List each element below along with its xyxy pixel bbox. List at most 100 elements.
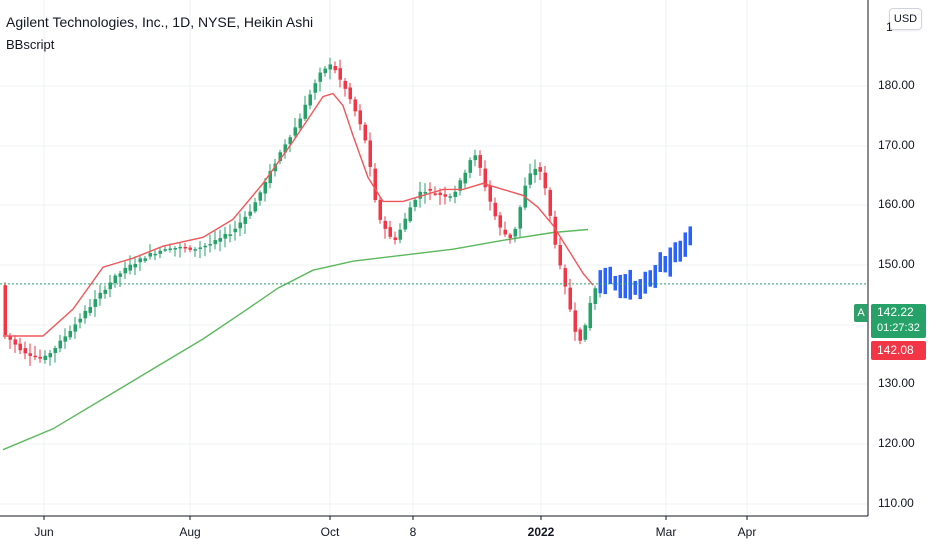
projection-bar bbox=[623, 274, 627, 299]
candle-body bbox=[288, 137, 292, 145]
candle-body bbox=[183, 246, 187, 249]
y-tick-top-partial: 1 bbox=[886, 20, 893, 34]
candle-body bbox=[38, 356, 42, 359]
candle-body bbox=[118, 273, 122, 277]
candle-body bbox=[213, 240, 217, 245]
candle-body bbox=[318, 72, 322, 82]
candle-body bbox=[563, 268, 567, 287]
candle-body bbox=[573, 310, 577, 332]
candle-body bbox=[518, 207, 522, 229]
candle-body bbox=[258, 192, 262, 201]
candle-body bbox=[63, 336, 67, 342]
candle-body bbox=[283, 144, 287, 153]
candle-body bbox=[58, 340, 62, 349]
candle-body bbox=[138, 258, 142, 263]
candle-body bbox=[238, 222, 242, 229]
candle-body bbox=[28, 353, 32, 356]
candle-body bbox=[248, 211, 252, 216]
candle-body bbox=[403, 218, 407, 230]
candle-body bbox=[568, 287, 572, 310]
x-tick-label: Oct bbox=[320, 525, 340, 539]
currency-button[interactable]: USD bbox=[889, 8, 922, 30]
candle-body bbox=[153, 253, 157, 256]
candle-body bbox=[33, 355, 37, 358]
projection-bar bbox=[618, 274, 622, 299]
candle-body bbox=[418, 191, 422, 199]
candle-body bbox=[393, 237, 397, 240]
ma-fast-line bbox=[3, 92, 594, 337]
candle-body bbox=[173, 248, 177, 250]
projection-bar bbox=[673, 242, 677, 263]
candle-body bbox=[188, 247, 192, 250]
candle-body bbox=[168, 248, 172, 250]
candle-body bbox=[533, 168, 537, 176]
candle-body bbox=[278, 152, 282, 162]
candle-body bbox=[43, 355, 47, 361]
candle-body bbox=[548, 189, 552, 216]
candle-body bbox=[313, 83, 317, 93]
projection-bar bbox=[633, 280, 637, 295]
candle-body bbox=[298, 118, 302, 128]
x-tick-label: Apr bbox=[737, 525, 757, 539]
candle-body bbox=[113, 275, 117, 283]
candle-body bbox=[478, 155, 482, 168]
candle-body bbox=[428, 188, 432, 191]
moving-average-fast bbox=[3, 92, 594, 337]
candle-body bbox=[158, 250, 162, 254]
candle-body bbox=[338, 68, 342, 80]
candle-body bbox=[378, 199, 382, 220]
candle-body bbox=[203, 245, 207, 248]
candle-body bbox=[13, 339, 17, 345]
last-price-label: 142.08 bbox=[871, 341, 926, 360]
current-price-label: 142.22 01:27:32 bbox=[871, 304, 926, 338]
y-tick-label: 110.00 bbox=[878, 496, 914, 510]
candle-body bbox=[208, 244, 212, 246]
candle-body bbox=[528, 173, 532, 185]
projection-bar bbox=[658, 252, 662, 273]
candle-body bbox=[513, 228, 517, 237]
candle-body bbox=[233, 228, 237, 233]
indicator-name[interactable]: BBscript bbox=[6, 37, 55, 52]
projection-bar bbox=[598, 270, 602, 294]
candle-body bbox=[218, 238, 222, 242]
candle-body bbox=[263, 181, 267, 194]
candle-body bbox=[373, 168, 377, 201]
projection-bar bbox=[678, 240, 682, 262]
alert-badge[interactable]: A bbox=[854, 304, 868, 322]
candle-body bbox=[333, 66, 337, 71]
candle-body bbox=[468, 160, 472, 173]
time-axis-ticks bbox=[43, 516, 748, 520]
projection-bar bbox=[643, 271, 647, 294]
candle-body bbox=[508, 234, 512, 239]
candle-body bbox=[328, 64, 332, 70]
candle-body bbox=[108, 282, 112, 290]
projection-bar bbox=[608, 266, 612, 285]
candle-body bbox=[453, 191, 457, 197]
candle-body bbox=[193, 249, 197, 251]
candle-body bbox=[53, 348, 57, 354]
candle-body bbox=[578, 329, 582, 341]
projection-bar bbox=[683, 232, 687, 257]
candle-body bbox=[103, 289, 107, 294]
y-tick-label: 130.00 bbox=[878, 376, 915, 390]
candle-body bbox=[83, 310, 87, 319]
candle-body bbox=[73, 324, 77, 332]
candle-body bbox=[543, 172, 547, 189]
moving-average-slow bbox=[2, 228, 589, 451]
y-tick-label: 120.00 bbox=[878, 436, 915, 450]
candle-body bbox=[473, 155, 477, 161]
candle-body bbox=[413, 199, 417, 207]
x-tick-label: 2022 bbox=[527, 525, 555, 539]
candle-body bbox=[493, 202, 497, 217]
y-tick-label: 180.00 bbox=[878, 78, 915, 92]
candle-body bbox=[133, 263, 137, 268]
candle-body bbox=[8, 335, 12, 340]
candle-body bbox=[123, 267, 127, 274]
projection-bar bbox=[638, 279, 642, 300]
candle-body bbox=[408, 207, 412, 222]
projection-bar bbox=[663, 256, 667, 273]
candle-body bbox=[178, 246, 182, 249]
projection-bar bbox=[603, 267, 607, 295]
y-tick-label: 170.00 bbox=[878, 138, 915, 152]
